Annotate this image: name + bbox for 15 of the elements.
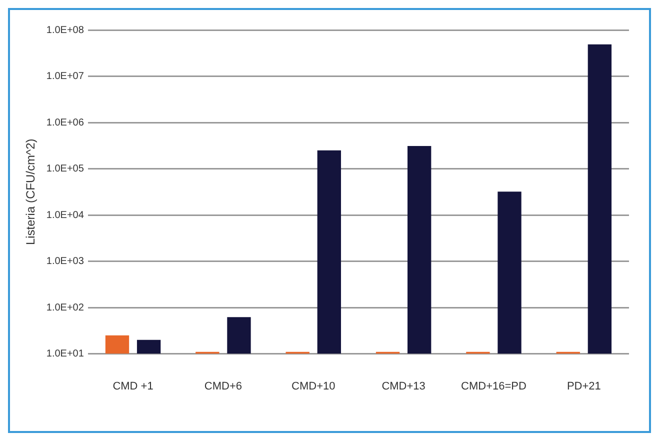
y-tick-label: 1.0E+05: [46, 164, 84, 175]
y-tick-label: 1.0E+01: [46, 348, 84, 360]
x-tick-label: CMD+13: [382, 380, 426, 392]
y-axis-title: Listeria (CFU/cm^2): [24, 138, 38, 246]
y-tick-label: 1.0E+04: [46, 210, 84, 221]
x-tick-label: CMD+6: [204, 380, 242, 392]
y-tick-label: 1.0E+06: [46, 117, 84, 128]
y-tick-label: 1.0E+08: [46, 24, 84, 36]
y-tick-label: 1.0E+02: [46, 302, 84, 314]
y-tick-label: 1.0E+03: [46, 256, 84, 268]
x-tick-label: PD+21: [566, 380, 601, 392]
y-tick-label: 1.0E+07: [46, 71, 84, 82]
x-tick-label: CMD+16=PD: [461, 380, 526, 392]
x-tick-label: CMD +1: [112, 380, 154, 392]
x-tick-label: CMD+10: [292, 380, 336, 392]
